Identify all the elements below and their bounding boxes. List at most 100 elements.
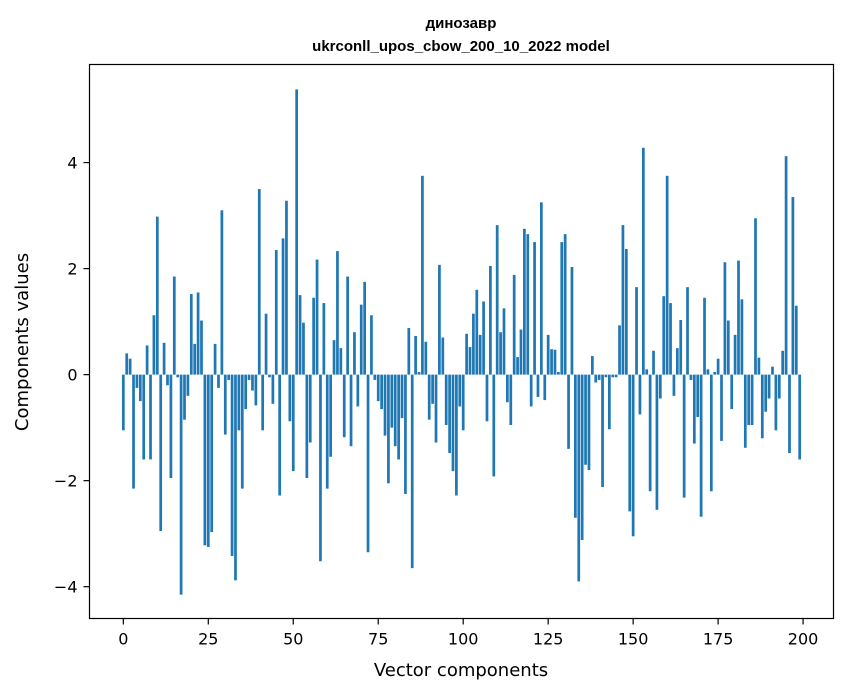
bar-78	[387, 374, 390, 484]
bar-43	[268, 374, 271, 378]
bar-140	[597, 374, 601, 380]
bar-53	[302, 322, 305, 375]
bar-181	[737, 260, 740, 375]
y-tick-label: 0	[67, 366, 77, 385]
bar-71	[363, 281, 366, 375]
bar-17	[179, 374, 183, 595]
bar-25	[206, 374, 210, 547]
bar-97	[451, 374, 455, 472]
bar-55	[308, 374, 312, 443]
bar-129	[560, 242, 564, 375]
bar-171	[703, 297, 706, 375]
bar-186	[754, 218, 757, 375]
bar-169	[696, 374, 700, 418]
bar-114	[509, 374, 513, 425]
bar-81	[397, 374, 400, 460]
x-tick-label: 175	[703, 630, 734, 649]
bar-63	[336, 251, 339, 375]
bars-group	[121, 89, 802, 595]
bar-164	[679, 320, 683, 375]
bar-198	[794, 305, 798, 375]
chart-title: динозавр	[426, 15, 497, 32]
bar-184	[747, 374, 751, 425]
bar-83	[404, 374, 407, 494]
bar-4	[135, 374, 139, 388]
bar-121	[533, 242, 536, 375]
bar-90	[427, 374, 431, 420]
bar-143	[607, 374, 611, 430]
bar-142	[604, 374, 608, 378]
bar-16	[176, 374, 180, 378]
bar-30	[223, 374, 227, 435]
bar-177	[723, 262, 727, 375]
bar-6	[142, 374, 146, 460]
bar-32	[230, 374, 234, 556]
bar-136	[584, 374, 587, 465]
bar-131	[567, 374, 570, 449]
bar-108	[489, 265, 492, 375]
bar-11	[159, 374, 163, 532]
bar-193	[777, 374, 781, 399]
bar-124	[543, 374, 547, 401]
bar-67	[349, 374, 353, 447]
bar-59	[322, 303, 326, 375]
bar-47	[281, 238, 285, 375]
bar-148	[624, 248, 628, 375]
y-axis-label: Components values	[12, 253, 33, 431]
bar-128	[557, 371, 560, 375]
bar-62	[332, 340, 336, 375]
bar-185	[750, 374, 754, 425]
bar-19	[186, 374, 190, 396]
bar-147	[621, 225, 625, 375]
bar-161	[669, 303, 672, 375]
bar-21	[193, 343, 197, 375]
bar-7	[145, 345, 149, 375]
bar-27	[213, 343, 217, 375]
bar-33	[234, 374, 237, 581]
bar-39	[254, 374, 258, 406]
bar-107	[485, 374, 489, 422]
bar-160	[665, 175, 669, 375]
bar-119	[526, 234, 530, 375]
bar-58	[319, 374, 322, 562]
bar-84	[407, 327, 411, 375]
bar-196	[788, 374, 791, 454]
bar-103	[472, 313, 475, 375]
bar-77	[383, 374, 387, 436]
bar-42	[264, 313, 268, 375]
bar-22	[196, 292, 200, 375]
x-tick-label: 25	[198, 630, 218, 649]
bar-153	[641, 147, 645, 375]
bar-174	[713, 371, 717, 375]
bar-56	[312, 297, 316, 375]
bar-18	[183, 374, 186, 420]
bar-170	[699, 374, 703, 517]
bar-79	[390, 374, 394, 428]
bar-123	[540, 202, 543, 375]
bar-8	[149, 374, 152, 460]
x-tick-label: 0	[118, 630, 128, 649]
bar-9	[152, 315, 156, 375]
bar-192	[774, 374, 778, 431]
bar-1	[125, 353, 129, 375]
bar-61	[329, 374, 333, 457]
bar-20	[189, 294, 193, 375]
bar-36	[244, 374, 248, 410]
bar-82	[400, 374, 404, 419]
bar-93	[438, 264, 441, 375]
bar-180	[733, 334, 737, 375]
bar-105	[478, 334, 482, 375]
bar-135	[580, 374, 584, 541]
bar-50	[291, 374, 295, 472]
bar-104	[475, 289, 479, 375]
bar-94	[441, 337, 445, 375]
bar-38	[251, 374, 254, 391]
bar-112	[502, 308, 506, 375]
bar-199	[798, 374, 802, 460]
bar-154	[645, 369, 649, 375]
bar-34	[237, 374, 241, 431]
bar-189	[764, 374, 768, 412]
bar-190	[767, 374, 771, 399]
bar-125	[546, 334, 550, 375]
bar-176	[720, 374, 723, 441]
